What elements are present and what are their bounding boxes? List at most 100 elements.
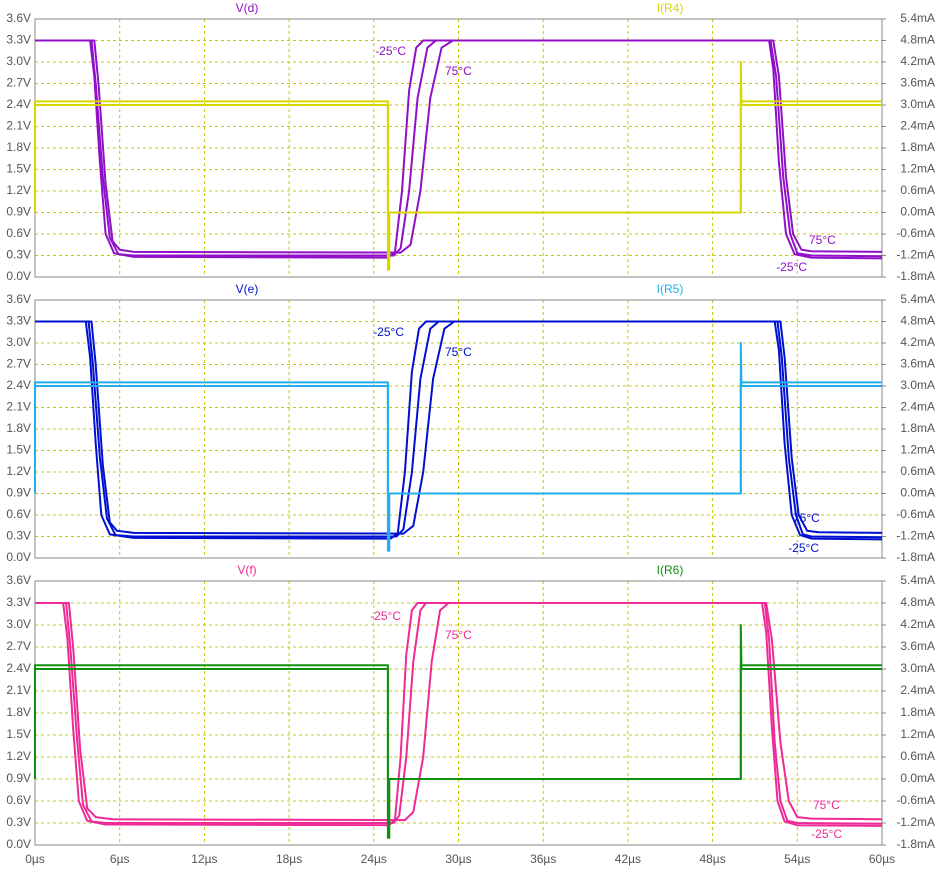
- y-tick-label: 1.8V: [6, 705, 31, 719]
- y2-tick-label: -1.8mA: [896, 837, 935, 851]
- y2-tick-label: 4.8mA: [900, 314, 935, 328]
- y2-tick-label: 3.6mA: [900, 76, 935, 90]
- temperature-annotation: 75°C: [445, 64, 472, 78]
- trace-title: I(R4): [657, 1, 684, 15]
- y-tick-label: 2.4V: [6, 97, 31, 111]
- x-tick-label: 42µs: [615, 852, 641, 866]
- y2-tick-label: 4.2mA: [900, 54, 935, 68]
- y-tick-label: 1.2V: [6, 749, 31, 763]
- y-tick-label: 3.6V: [6, 573, 31, 587]
- y-tick-label: 3.6V: [6, 292, 31, 306]
- y2-tick-label: -1.8mA: [896, 269, 935, 283]
- waveform-viewer: 0.0V 0.3V 0.6V 0.9V 1.2V 1.5V 1.8V 2.1V 2.4V 2.7V…: [0, 0, 938, 870]
- y-tick-label: 3.0V: [6, 617, 31, 631]
- temperature-annotation: -25°C: [811, 827, 842, 841]
- y2-tick-label: 0.6mA: [900, 183, 935, 197]
- y2-tick-label: 1.2mA: [900, 162, 935, 176]
- y-tick-label: 1.2V: [6, 183, 31, 197]
- y-tick-label: 2.7V: [6, 357, 31, 371]
- y-tick-label: 1.5V: [6, 162, 31, 176]
- y-tick-label: 0.9V: [6, 771, 31, 785]
- temperature-annotation: 75°C: [445, 628, 472, 642]
- y-tick-label: 0.3V: [6, 529, 31, 543]
- y2-tick-label: 0.0mA: [900, 486, 935, 500]
- y-tick-label: 2.4V: [6, 661, 31, 675]
- y2-tick-label: 3.0mA: [900, 378, 935, 392]
- y2-tick-label: 1.2mA: [900, 443, 935, 457]
- temperature-annotation: 75°C: [445, 345, 472, 359]
- y-tick-label: 3.0V: [6, 54, 31, 68]
- x-tick-label: 12µs: [191, 852, 217, 866]
- x-tick-label: 24µs: [361, 852, 387, 866]
- y-tick-label: 0.6V: [6, 793, 31, 807]
- x-tick-label: 0µs: [25, 852, 45, 866]
- y-tick-label: 1.2V: [6, 464, 31, 478]
- y-tick-label: 1.8V: [6, 140, 31, 154]
- y-tick-label: 3.3V: [6, 33, 31, 47]
- x-tick-label: 60µs: [869, 852, 895, 866]
- y2-tick-label: 0.6mA: [900, 464, 935, 478]
- y-tick-label: 0.0V: [6, 269, 31, 283]
- y-tick-label: 0.0V: [6, 837, 31, 851]
- temperature-annotation: -25°C: [370, 609, 401, 623]
- y2-tick-label: 3.6mA: [900, 639, 935, 653]
- y2-tick-label: -1.8mA: [896, 550, 935, 564]
- y-tick-label: 2.1V: [6, 400, 31, 414]
- y2-tick-label: -1.2mA: [896, 248, 935, 262]
- y2-tick-label: 5.4mA: [900, 11, 935, 25]
- y2-tick-label: 0.6mA: [900, 749, 935, 763]
- y2-tick-label: 0.0mA: [900, 205, 935, 219]
- trace-title: I(R6): [657, 563, 684, 577]
- temperature-annotation: 75°C: [813, 798, 840, 812]
- y2-tick-label: -0.6mA: [896, 507, 935, 521]
- trace-title: V(d): [236, 1, 259, 15]
- trace-title: V(f): [237, 563, 256, 577]
- y-tick-label: 2.7V: [6, 76, 31, 90]
- temperature-annotation: -25°C: [375, 44, 406, 58]
- temperature-annotation: 75°C: [809, 233, 836, 247]
- y2-tick-label: -0.6mA: [896, 226, 935, 240]
- y2-tick-label: 3.0mA: [900, 661, 935, 675]
- y2-tick-label: 2.4mA: [900, 683, 935, 697]
- y-tick-label: 1.8V: [6, 421, 31, 435]
- y2-tick-label: -0.6mA: [896, 793, 935, 807]
- y2-tick-label: 4.2mA: [900, 617, 935, 631]
- temperature-annotation: -25°C: [776, 260, 807, 274]
- y2-tick-label: 0.0mA: [900, 771, 935, 785]
- y-tick-label: 3.6V: [6, 11, 31, 25]
- y-tick-label: 0.6V: [6, 226, 31, 240]
- y2-tick-label: 1.2mA: [900, 727, 935, 741]
- x-tick-label: 54µs: [784, 852, 810, 866]
- x-tick-label: 48µs: [699, 852, 725, 866]
- y2-tick-label: 2.4mA: [900, 119, 935, 133]
- y-tick-label: 2.1V: [6, 683, 31, 697]
- y-tick-label: 2.7V: [6, 639, 31, 653]
- y-tick-label: 2.4V: [6, 378, 31, 392]
- y-tick-label: 0.0V: [6, 550, 31, 564]
- temperature-annotation: -25°C: [788, 541, 819, 555]
- y-tick-label: 3.0V: [6, 335, 31, 349]
- x-tick-label: 18µs: [276, 852, 302, 866]
- y2-tick-label: 3.0mA: [900, 97, 935, 111]
- y2-tick-label: 4.2mA: [900, 335, 935, 349]
- y2-tick-label: 1.8mA: [900, 140, 935, 154]
- x-tick-label: 30µs: [445, 852, 471, 866]
- y2-tick-label: 1.8mA: [900, 421, 935, 435]
- y-tick-label: 3.3V: [6, 314, 31, 328]
- y-tick-label: 0.9V: [6, 205, 31, 219]
- y2-tick-label: 3.6mA: [900, 357, 935, 371]
- trace-title: V(e): [236, 282, 259, 296]
- y2-tick-label: 4.8mA: [900, 33, 935, 47]
- y2-tick-label: 4.8mA: [900, 595, 935, 609]
- y-tick-label: 0.6V: [6, 507, 31, 521]
- temperature-annotation: -25°C: [373, 325, 404, 339]
- x-tick-label: 36µs: [530, 852, 556, 866]
- y2-tick-label: 1.8mA: [900, 705, 935, 719]
- y2-tick-label: 5.4mA: [900, 573, 935, 587]
- y-tick-label: 0.3V: [6, 248, 31, 262]
- y-tick-label: 3.3V: [6, 595, 31, 609]
- x-tick-label: 6µs: [110, 852, 130, 866]
- y2-tick-label: 2.4mA: [900, 400, 935, 414]
- y-tick-label: 1.5V: [6, 727, 31, 741]
- y-tick-label: 2.1V: [6, 119, 31, 133]
